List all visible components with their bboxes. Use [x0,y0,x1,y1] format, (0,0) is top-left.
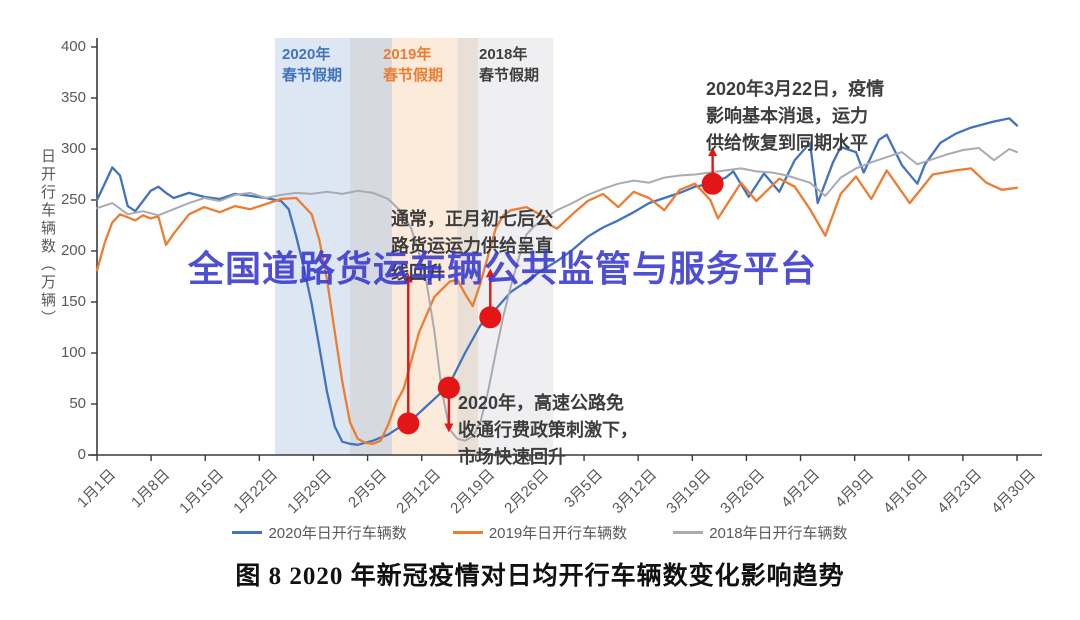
legend-item-2020: 2020年日开行车辆数 [232,522,407,543]
line-chart: 日开行车辆数（万辆） 2020年 春节假期 2019年 春节假期 2018年 春… [39,38,1042,517]
band-label-2019-holiday: 2019年 春节假期 [383,46,444,84]
y-tick-label: 200 [60,242,86,259]
y-tick-label: 250 [60,191,86,208]
annotation-march22-recovery: 2020年3月22日，疫情 影响基本消退，运力 供给恢复到同期水平 [706,79,885,153]
band-label-2020-holiday: 2020年 春节假期 [282,46,343,84]
legend-item-2018: 2018年日开行车辆数 [673,522,848,543]
event-marker-dot-2 [479,306,502,329]
y-axis-title: 日开行车辆数（万辆） [39,148,56,328]
y-tick-label: 50 [69,395,86,412]
figure-caption: 图 8 2020 年新冠疫情对日均开行车辆数变化影响趋势 [235,563,845,590]
holiday-band-1 [350,38,393,455]
annotation-toll-free-policy: 2020年，高速公路免 收通行费政策刺激下， 市场快速回升 [458,393,638,467]
marker-arrowhead-3 [708,146,718,156]
series-line-2 [96,147,1018,442]
marker-arrowhead-0 [403,273,413,283]
event-marker-dot-1 [437,376,460,399]
event-marker-dot-3 [701,172,724,195]
chart-legend: 2020年日开行车辆数 2019年日开行车辆数 2018年日开行车辆数 [0,522,1080,543]
series-line-1 [95,167,1019,445]
y-tick-label: 350 [60,89,86,106]
legend-line-swatch-2020 [232,531,263,534]
y-tick-label: 400 [60,38,86,55]
legend-item-2019: 2019年日开行车辆数 [452,522,627,543]
y-tick-label: 300 [60,140,86,157]
legend-line-swatch-2018 [673,531,704,534]
band-label-2018-holiday: 2018年 春节假期 [479,46,540,84]
annotation-normal-recovery: 通常，正月初七后公 路货运运力供给呈直 线回升 [391,209,553,283]
marker-arrowhead-2 [485,268,495,278]
y-tick-label: 150 [60,293,86,310]
holiday-band-0 [274,38,350,455]
holiday-band-3 [457,38,479,455]
event-marker-dot-0 [397,412,420,435]
chart-canvas [88,38,1042,461]
legend-line-swatch-2019 [452,531,483,534]
y-tick-label: 100 [60,344,86,361]
y-tick-label: 0 [77,446,86,463]
marker-arrowhead-1 [444,423,454,433]
